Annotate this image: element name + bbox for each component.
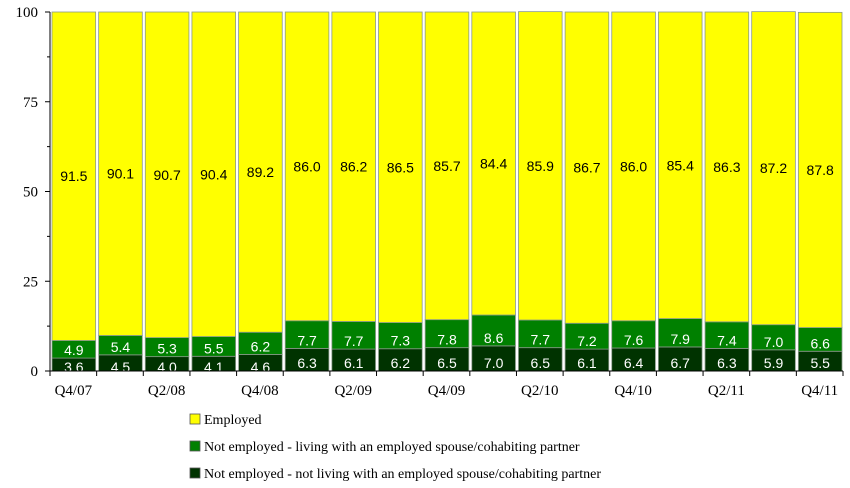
data-label: 91.5 [60,168,87,184]
data-label: 90.4 [200,166,227,182]
x-tick-label: Q2/08 [148,383,186,399]
data-label: 86.2 [340,159,367,175]
data-label: 86.3 [713,159,740,175]
y-tick-label: 100 [16,5,39,21]
data-label: 84.4 [480,155,507,171]
x-tick-label: Q4/11 [801,383,838,399]
data-label: 85.7 [433,158,460,174]
data-label: 7.4 [717,332,737,348]
x-tick-label: Q2/10 [521,383,559,399]
data-label: 5.9 [764,355,784,371]
bar-segment [284,320,330,349]
data-label: 6.3 [297,355,317,371]
data-label: 8.6 [484,330,504,346]
bar-segment [284,11,330,322]
bar-segment [797,11,843,328]
bar-segment [191,11,236,337]
data-label: 85.9 [527,158,554,174]
legend-label: Not employed - living with an employed s… [204,440,580,455]
data-label: 5.3 [157,341,177,357]
bar-segment [378,322,423,350]
data-label: 4.5 [111,359,131,375]
data-label: 7.9 [671,331,691,347]
data-label: 3.6 [64,359,84,375]
bar-segment [611,11,656,322]
data-label: 86.5 [387,159,414,175]
data-label: 4.6 [251,359,271,375]
data-label: 6.7 [671,355,691,371]
bar-segment [331,11,376,322]
y-tick-label: 25 [23,274,38,290]
bar-segment [658,346,703,372]
bar-segment [471,314,516,347]
data-label: 6.4 [624,355,644,371]
data-label: 90.7 [153,167,180,183]
bar-segment [98,11,143,336]
data-label: 7.7 [297,332,317,348]
legend-swatch [189,467,201,479]
bar-segment [238,11,283,333]
data-label: 7.0 [764,334,784,350]
data-label: 5.4 [111,339,131,355]
legend-label: Employed [204,413,262,428]
data-label: 5.5 [204,340,224,356]
data-label: 6.3 [717,355,737,371]
legend-label: Not employed - not living with an employ… [204,467,601,482]
bar-segment [378,11,423,323]
bar-segment [51,11,97,341]
x-tick-label: Q2/11 [708,383,745,399]
data-label: 86.0 [293,158,320,174]
data-label: 89.2 [247,164,274,180]
bar-segment [704,321,750,349]
data-label: 86.0 [620,158,647,174]
x-tick-label: Q4/07 [55,383,93,399]
data-label: 87.2 [760,160,787,176]
data-label: 4.0 [157,359,177,375]
bar-segment [564,322,610,350]
data-label: 6.2 [391,355,411,371]
data-label: 86.7 [573,160,600,176]
data-label: 6.1 [344,355,364,371]
bar-segment [518,319,563,349]
y-tick-label: 0 [31,364,39,380]
data-label: 4.9 [64,342,84,358]
data-label: 7.2 [577,333,597,349]
data-label: 5.5 [810,355,830,371]
x-tick-label: Q4/08 [241,383,279,399]
data-label: 6.1 [577,355,597,371]
data-label: 6.6 [810,335,830,351]
bar-segment [424,11,470,321]
bar-segment [518,11,563,321]
data-label: 6.5 [531,355,551,371]
x-tick-label: Q4/09 [428,383,466,399]
bar-segment [611,320,656,349]
x-tick-label: Q4/10 [614,383,652,399]
data-label: 87.8 [807,162,834,178]
data-label: 7.7 [531,332,551,348]
data-label: 90.1 [107,166,134,182]
data-label: 7.6 [624,332,644,348]
y-tick-label: 75 [23,95,38,111]
y-tick-label: 50 [23,185,38,201]
bar-segment [564,11,610,324]
data-label: 7.8 [437,332,457,348]
data-label: 7.0 [484,355,504,371]
bar-segment [144,11,190,339]
bar-segment [658,11,703,319]
data-label: 6.5 [437,355,457,371]
data-label: 7.7 [344,333,364,349]
bar-segment [471,11,516,316]
data-label: 7.3 [391,333,411,349]
x-tick-label: Q2/09 [334,383,372,399]
data-label: 6.2 [251,338,271,354]
data-label: 4.1 [204,359,224,375]
legend-swatch [189,440,201,452]
data-label: 85.4 [667,157,694,173]
bar-segment [704,11,750,323]
legend-swatch [189,413,201,425]
bar-segment [751,11,796,326]
